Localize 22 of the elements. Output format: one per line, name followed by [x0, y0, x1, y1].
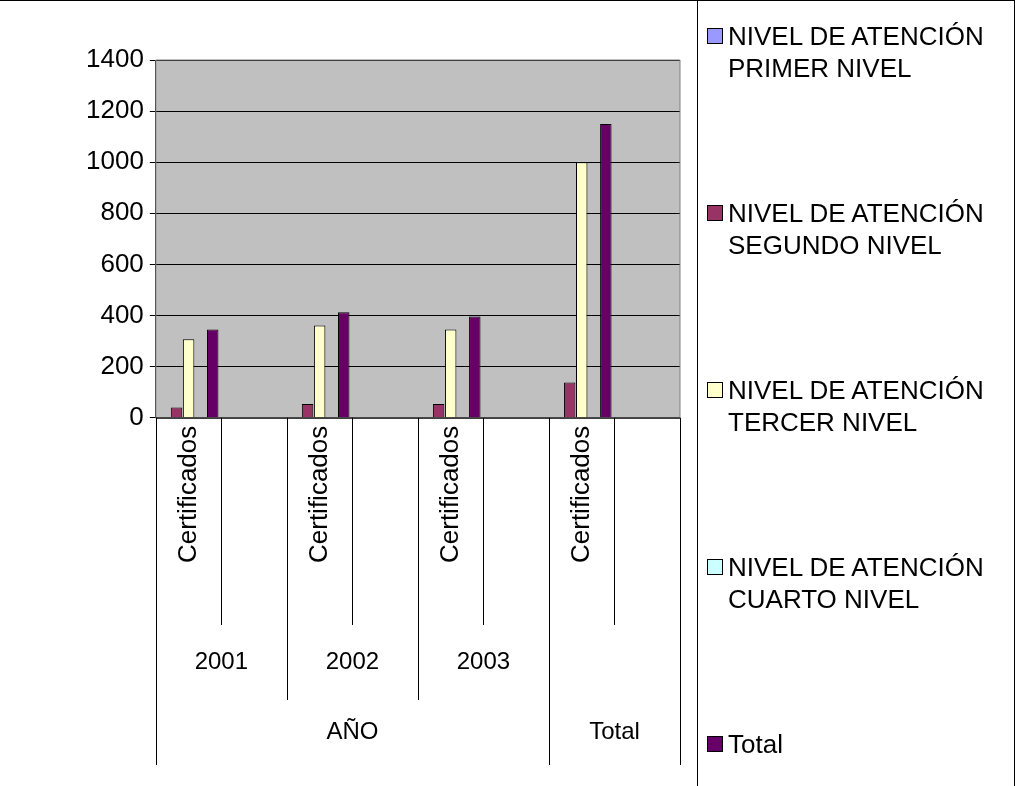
legend-label: NIVEL DE ATENCIÓN PRIMER NIVEL	[728, 20, 985, 84]
y-tick-label: 800	[100, 196, 144, 227]
text: Total	[589, 717, 640, 745]
y-tick-label: 200	[100, 349, 144, 380]
y-tick-label: 1000	[86, 145, 144, 176]
y-tick-label: 1400	[86, 43, 144, 74]
text: 2003	[456, 647, 511, 675]
legend-label: Total	[728, 728, 784, 760]
y-tick-label: 600	[100, 247, 144, 278]
legend-label: NIVEL DE ATENCIÓN CUARTO NIVEL	[728, 551, 985, 615]
x-tick-label: Certificados	[433, 425, 464, 564]
legend-label: NIVEL DE ATENCIÓN SEGUNDO NIVEL	[728, 197, 985, 261]
legend-label: NIVEL DE ATENCIÓN TERCER NIVEL	[728, 374, 985, 438]
y-tick-label: 400	[100, 298, 144, 329]
x-tick-label: Certificados	[564, 425, 595, 564]
x-tick-label: Certificados	[302, 425, 333, 564]
x-tick-label: Certificados	[171, 425, 202, 564]
y-tick-label: 1200	[86, 94, 144, 125]
text: 2001	[194, 647, 249, 675]
text: 2002	[325, 647, 380, 675]
text: AÑO	[326, 717, 379, 745]
y-tick-label: 0	[129, 400, 144, 431]
